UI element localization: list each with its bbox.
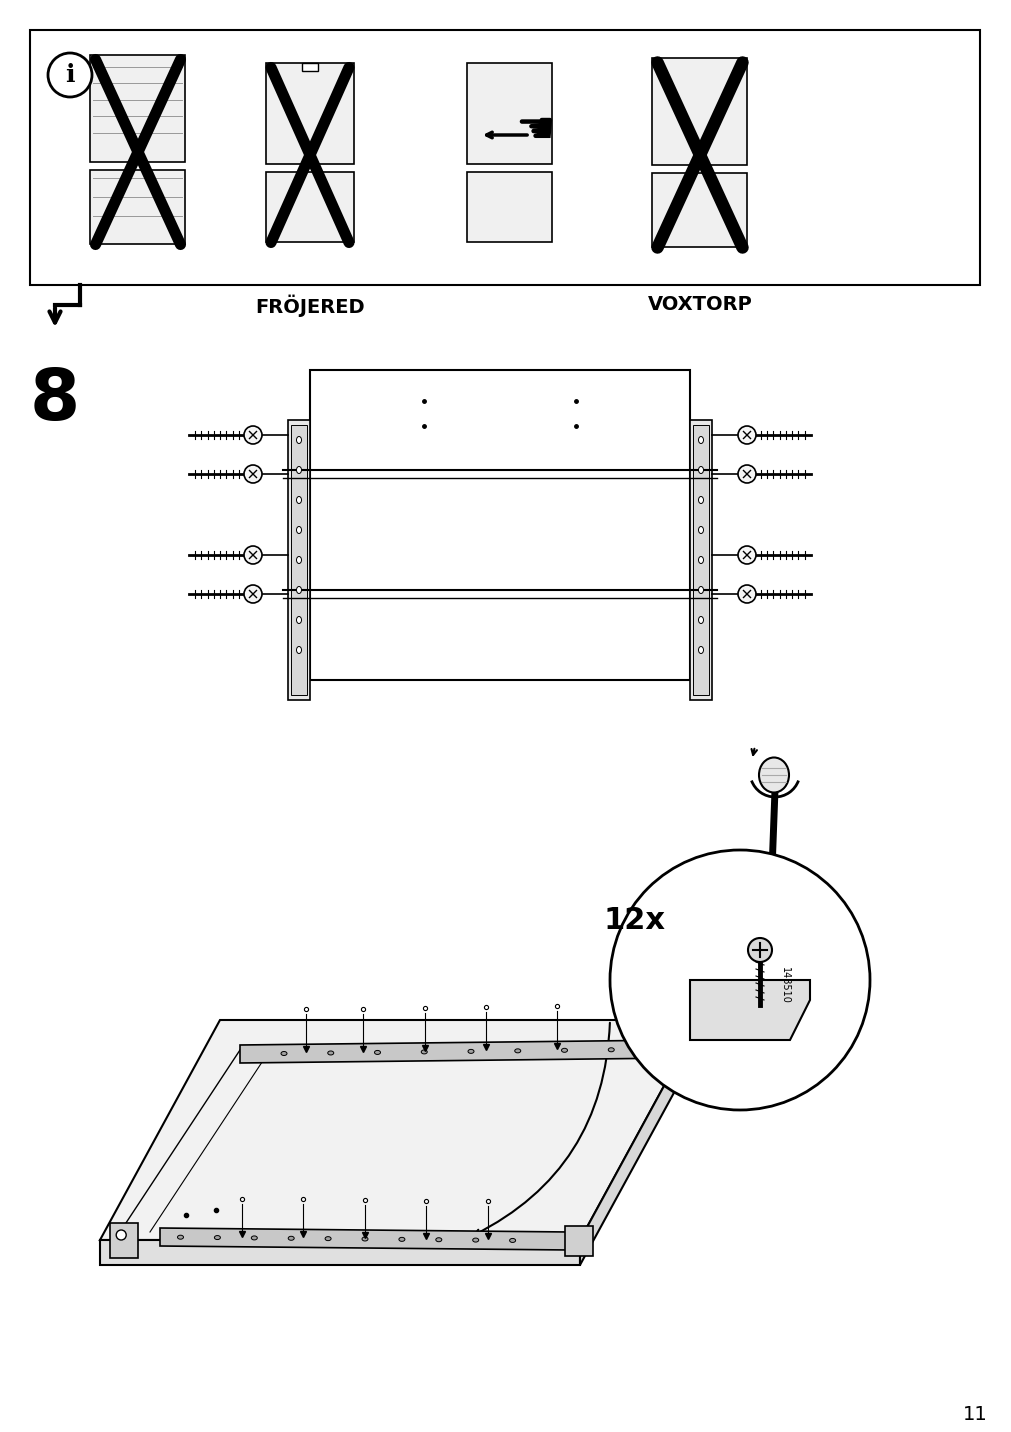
Bar: [652, 172, 747, 246]
Bar: [652, 57, 747, 165]
Bar: [90, 169, 185, 243]
Text: 11: 11: [961, 1405, 987, 1425]
Ellipse shape: [296, 646, 301, 653]
Ellipse shape: [561, 1048, 567, 1053]
Ellipse shape: [296, 527, 301, 534]
Text: 12x: 12x: [604, 905, 665, 935]
Ellipse shape: [758, 758, 789, 792]
Circle shape: [244, 425, 262, 444]
Ellipse shape: [515, 1048, 521, 1053]
Polygon shape: [160, 1229, 569, 1250]
Bar: [266, 172, 354, 242]
Circle shape: [610, 851, 869, 1110]
Bar: [30, 30, 979, 285]
Bar: [467, 63, 552, 165]
Circle shape: [737, 586, 755, 603]
Circle shape: [244, 586, 262, 603]
Ellipse shape: [698, 527, 703, 534]
Ellipse shape: [698, 617, 703, 623]
Polygon shape: [100, 1240, 579, 1264]
Ellipse shape: [251, 1236, 257, 1240]
Bar: [309, 369, 690, 680]
Text: FRÖJERED: FRÖJERED: [255, 295, 364, 318]
Circle shape: [737, 546, 755, 564]
Ellipse shape: [698, 646, 703, 653]
Ellipse shape: [214, 1236, 220, 1240]
Circle shape: [244, 465, 262, 483]
Bar: [564, 1226, 592, 1256]
Polygon shape: [100, 1020, 700, 1240]
Text: 148510: 148510: [779, 967, 790, 1004]
Bar: [266, 63, 354, 165]
Bar: [288, 420, 309, 700]
Ellipse shape: [328, 1051, 334, 1055]
Ellipse shape: [698, 587, 703, 593]
Bar: [693, 425, 709, 695]
Ellipse shape: [398, 1237, 404, 1242]
Circle shape: [48, 53, 92, 97]
Polygon shape: [690, 979, 809, 1040]
Text: ☚: ☚: [515, 109, 554, 152]
Circle shape: [737, 425, 755, 444]
Text: VOXTORP: VOXTORP: [647, 295, 751, 314]
Circle shape: [244, 546, 262, 564]
Ellipse shape: [472, 1239, 478, 1242]
Bar: [90, 54, 185, 162]
Ellipse shape: [296, 497, 301, 504]
Ellipse shape: [698, 467, 703, 474]
Bar: [690, 420, 712, 700]
Ellipse shape: [698, 557, 703, 564]
Ellipse shape: [698, 437, 703, 444]
Text: i: i: [65, 63, 75, 87]
Circle shape: [116, 1230, 126, 1240]
Ellipse shape: [296, 437, 301, 444]
Polygon shape: [240, 1040, 679, 1063]
Ellipse shape: [325, 1237, 331, 1240]
Ellipse shape: [296, 587, 301, 593]
Ellipse shape: [421, 1050, 427, 1054]
Text: 8: 8: [30, 365, 80, 434]
Ellipse shape: [698, 497, 703, 504]
Ellipse shape: [296, 617, 301, 623]
Circle shape: [747, 938, 771, 962]
Ellipse shape: [510, 1239, 515, 1243]
Ellipse shape: [467, 1050, 473, 1054]
Ellipse shape: [362, 1237, 368, 1242]
Ellipse shape: [296, 467, 301, 474]
Bar: [291, 425, 306, 695]
Ellipse shape: [296, 557, 301, 564]
Ellipse shape: [281, 1051, 287, 1055]
Ellipse shape: [436, 1237, 442, 1242]
Ellipse shape: [177, 1236, 183, 1239]
Ellipse shape: [288, 1236, 294, 1240]
Bar: [467, 172, 552, 242]
Ellipse shape: [608, 1048, 614, 1051]
Ellipse shape: [374, 1051, 380, 1054]
Circle shape: [737, 465, 755, 483]
Bar: [110, 1223, 137, 1257]
Polygon shape: [579, 1020, 700, 1264]
Bar: [301, 63, 317, 70]
